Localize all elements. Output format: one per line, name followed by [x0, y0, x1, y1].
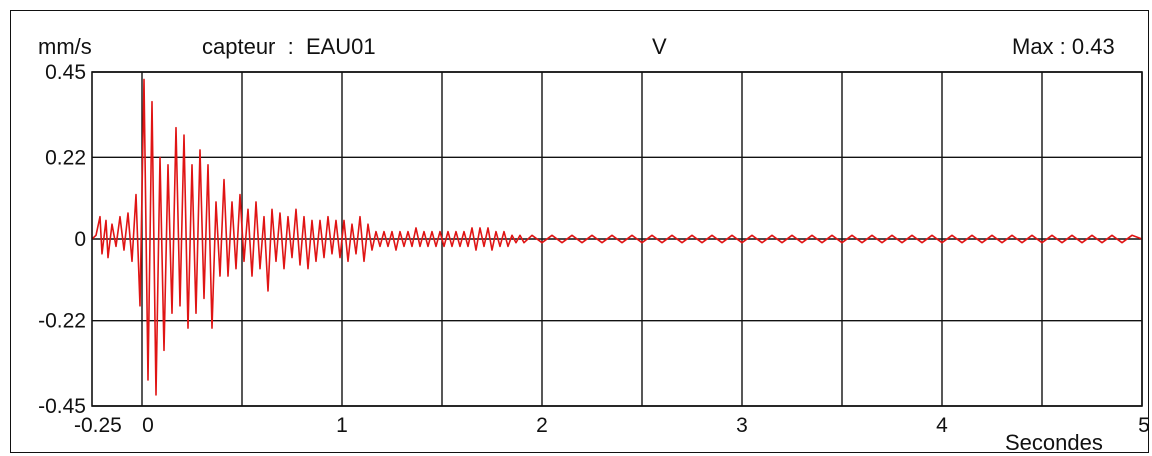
tick-labels: 0.45 0.22 0 -0.22 -0.45-0.25 0 1 2 3 4 5	[38, 61, 1150, 437]
x-tick-label-6: 5	[1138, 414, 1150, 437]
x-tick-label-4: 3	[736, 414, 748, 437]
chart-frame	[10, 10, 1149, 453]
y-tick-label-3: -0.22	[38, 310, 86, 333]
max-label: Max : 0.43	[1012, 34, 1115, 59]
y-tick-label-1: 0.22	[45, 146, 86, 169]
x-tick-label-2: 1	[336, 414, 348, 437]
y-tick-label-4: -0.45	[38, 395, 86, 418]
plot-border	[91, 71, 1143, 407]
x-tick-label-0: -0.25	[74, 414, 122, 437]
x-tick-label-5: 4	[936, 414, 948, 437]
axes	[91, 71, 1143, 407]
x-tick-label-3: 2	[536, 414, 548, 437]
x-tick-label-1: 0	[142, 414, 154, 437]
component-label: V	[652, 34, 667, 59]
signal-trace	[91, 78, 1143, 396]
sensor-label: capteur : EAU01	[202, 34, 376, 59]
x-axis-title: Secondes	[1005, 430, 1103, 455]
y-tick-label-0: 0.45	[45, 61, 86, 84]
y-tick-label-2: 0	[74, 228, 86, 251]
y-unit-label: mm/s	[38, 34, 92, 59]
series-line-0	[91, 78, 1143, 396]
